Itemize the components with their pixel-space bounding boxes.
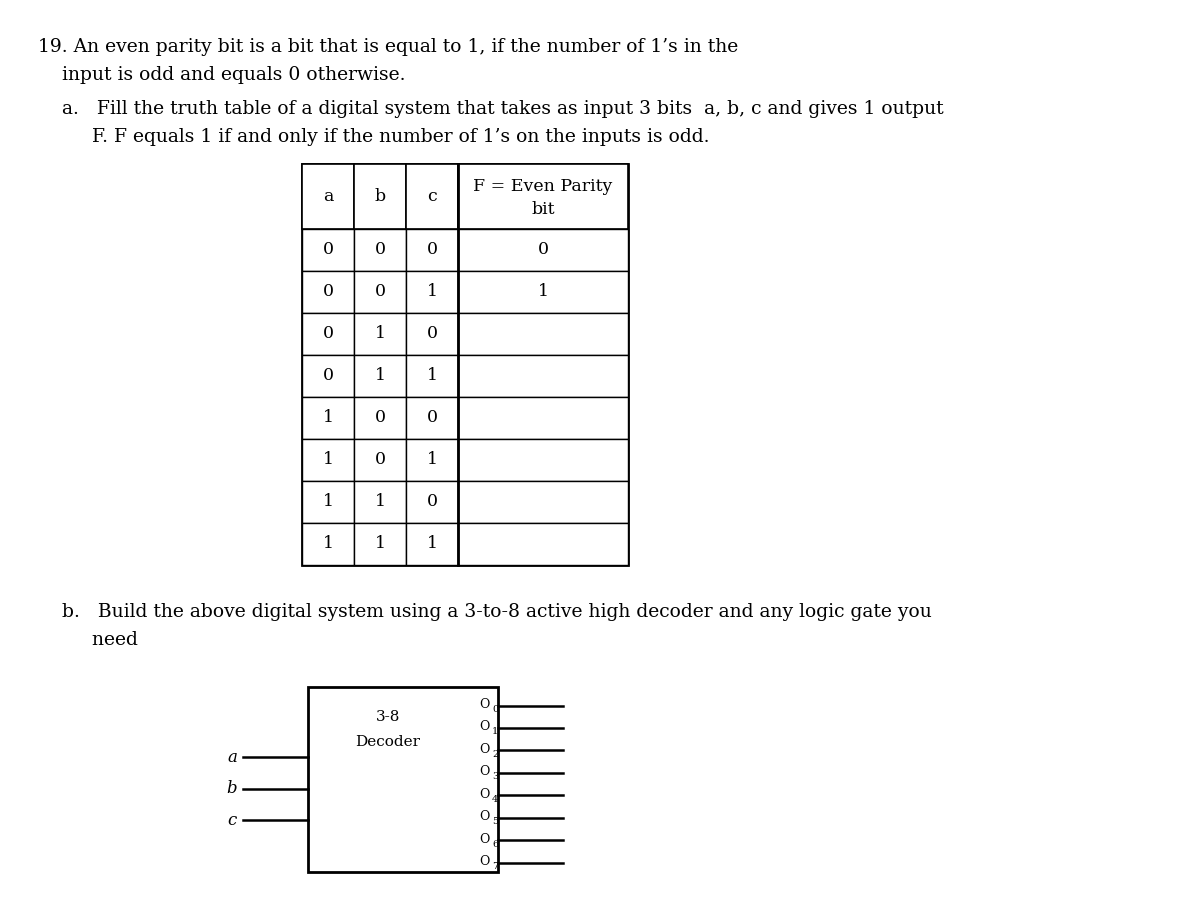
Text: 3: 3 (492, 772, 498, 781)
Text: F. F equals 1 if and only if the number of 1’s on the inputs is odd.: F. F equals 1 if and only if the number … (38, 128, 709, 146)
Text: 6: 6 (492, 840, 498, 849)
Bar (406, 313, 458, 355)
Bar (354, 355, 406, 397)
Bar (458, 523, 628, 565)
Bar (302, 164, 354, 229)
Bar (406, 355, 458, 397)
Text: b.   Build the above digital system using a 3-to-8 active high decoder and any l: b. Build the above digital system using … (38, 603, 931, 621)
Text: 1: 1 (426, 452, 438, 469)
Text: 1: 1 (374, 493, 385, 510)
Bar (354, 229, 406, 271)
Text: 7: 7 (492, 862, 498, 871)
Bar (354, 313, 406, 355)
Text: 1: 1 (374, 367, 385, 384)
Text: a.   Fill the truth table of a digital system that takes as input 3 bits  a, b, : a. Fill the truth table of a digital sys… (38, 100, 943, 118)
Text: 1: 1 (426, 536, 438, 553)
Text: 0: 0 (426, 493, 438, 510)
Text: c: c (427, 188, 437, 205)
Text: 0: 0 (374, 284, 385, 301)
Bar (302, 271, 354, 313)
Text: O: O (480, 698, 490, 711)
Bar (458, 313, 628, 355)
Text: 0: 0 (323, 241, 334, 258)
Text: 19. An even parity bit is a bit that is equal to 1, if the number of 1’s in the: 19. An even parity bit is a bit that is … (38, 38, 738, 56)
Text: a: a (227, 749, 238, 766)
Text: 0: 0 (492, 705, 498, 714)
Text: b: b (374, 188, 385, 205)
Bar (458, 271, 628, 313)
Text: 3-8: 3-8 (376, 709, 400, 724)
Text: F = Even Parity: F = Even Parity (473, 178, 613, 195)
Bar (458, 439, 628, 481)
Text: input is odd and equals 0 otherwise.: input is odd and equals 0 otherwise. (38, 66, 406, 84)
Bar (406, 397, 458, 439)
Text: O: O (480, 832, 490, 846)
Text: 1: 1 (374, 326, 385, 343)
Text: 1: 1 (323, 493, 334, 510)
Text: 1: 1 (426, 367, 438, 384)
Text: O: O (480, 742, 490, 756)
Text: 0: 0 (323, 326, 334, 343)
Text: 0: 0 (538, 241, 548, 258)
Bar (458, 397, 628, 439)
Text: 0: 0 (323, 284, 334, 301)
Bar (302, 397, 354, 439)
Bar (406, 164, 458, 229)
Bar (354, 481, 406, 523)
Text: O: O (480, 765, 490, 778)
Bar (302, 481, 354, 523)
Text: 1: 1 (426, 284, 438, 301)
Text: 0: 0 (426, 241, 438, 258)
Bar (458, 164, 628, 229)
Text: c: c (228, 812, 238, 829)
Bar (354, 271, 406, 313)
Bar (458, 355, 628, 397)
Bar (406, 229, 458, 271)
Text: b: b (227, 780, 238, 797)
Bar (354, 397, 406, 439)
Text: 1: 1 (538, 284, 548, 301)
Bar (302, 355, 354, 397)
Text: 1: 1 (374, 536, 385, 553)
Text: a: a (323, 188, 334, 205)
Text: O: O (480, 810, 490, 824)
Text: 1: 1 (323, 452, 334, 469)
Text: O: O (480, 788, 490, 801)
Bar (302, 229, 354, 271)
Bar (406, 271, 458, 313)
Bar (302, 523, 354, 565)
Bar (302, 439, 354, 481)
Text: 0: 0 (426, 326, 438, 343)
Text: 0: 0 (323, 367, 334, 384)
Text: bit: bit (532, 201, 554, 218)
Text: O: O (480, 855, 490, 868)
Text: 2: 2 (492, 750, 498, 759)
Text: 0: 0 (374, 241, 385, 258)
Text: O: O (480, 721, 490, 734)
Text: need: need (38, 631, 138, 649)
Bar (308, 687, 498, 872)
Bar (354, 439, 406, 481)
Text: 1: 1 (323, 536, 334, 553)
Text: 1: 1 (492, 727, 498, 736)
Text: 0: 0 (374, 452, 385, 469)
Bar (302, 164, 628, 565)
Bar (406, 481, 458, 523)
Text: 0: 0 (426, 410, 438, 427)
Bar (406, 523, 458, 565)
Bar (354, 164, 406, 229)
Bar (458, 481, 628, 523)
Bar (406, 439, 458, 481)
Bar (354, 523, 406, 565)
Bar (302, 313, 354, 355)
Bar (458, 229, 628, 271)
Text: 0: 0 (374, 410, 385, 427)
Text: 1: 1 (323, 410, 334, 427)
Text: Decoder: Decoder (355, 735, 420, 750)
Text: 4: 4 (492, 795, 498, 804)
Text: 5: 5 (492, 817, 498, 826)
